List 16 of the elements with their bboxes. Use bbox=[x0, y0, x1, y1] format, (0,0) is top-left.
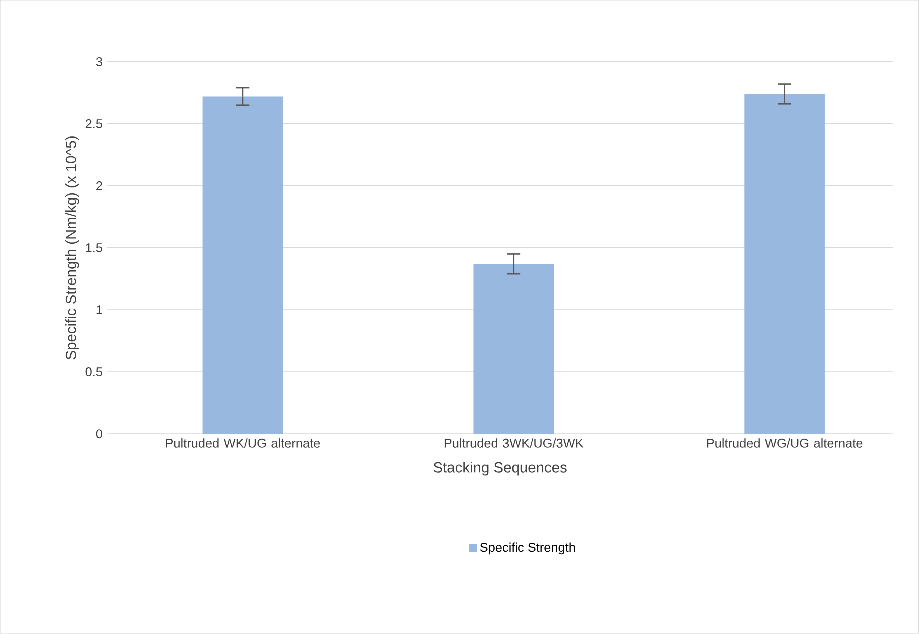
y-axis-title: Specific Strength (Nm/kg) (x 10^5) bbox=[66, 136, 80, 360]
y-tick-label: 3 bbox=[96, 58, 102, 67]
y-tick-label: 2 bbox=[96, 182, 102, 190]
y-tick-label: 1.5 bbox=[86, 244, 102, 252]
y-tick-label: 0.5 bbox=[86, 368, 102, 377]
y-tick-label: 1 bbox=[96, 306, 102, 314]
legend-label: Specific Strength bbox=[480, 542, 576, 555]
x-axis-title: Stacking Sequences bbox=[434, 462, 567, 476]
bar bbox=[202, 96, 284, 434]
bar bbox=[744, 94, 825, 434]
x-tick-label: Pultruded WK/UG alternate bbox=[166, 438, 320, 448]
bar bbox=[474, 264, 554, 434]
y-tick-label: 0 bbox=[96, 430, 102, 439]
x-tick-label: Pultruded 3WK/UG/3WK bbox=[444, 438, 584, 448]
y-tick-label: 2.5 bbox=[86, 120, 102, 129]
x-tick-label: Pultruded WG/UG alternate bbox=[707, 438, 863, 448]
